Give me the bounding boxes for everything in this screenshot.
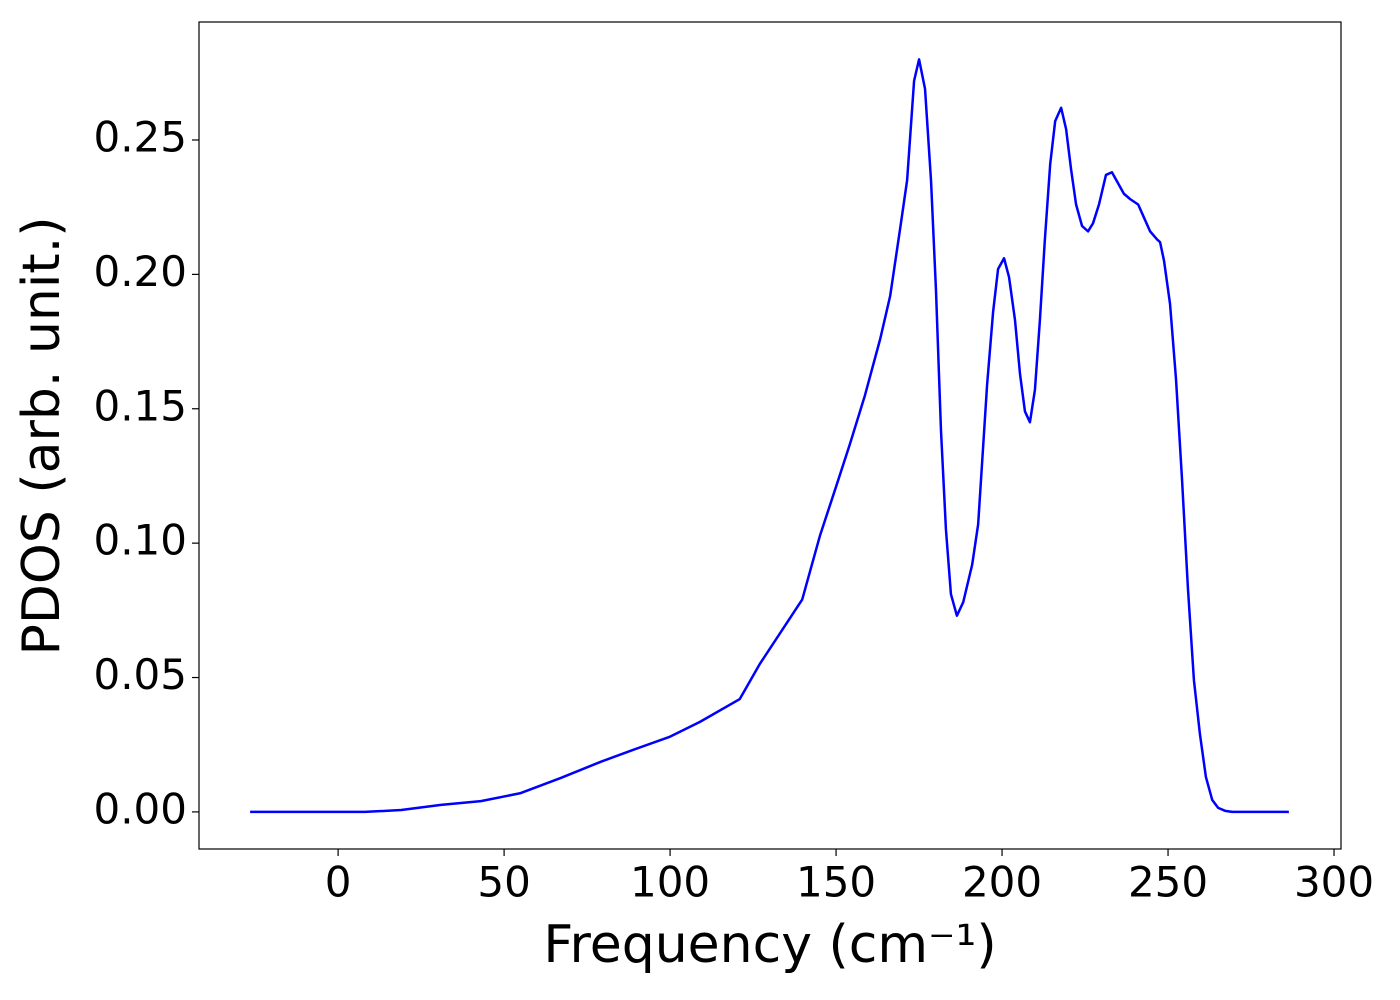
y-tick-label: 0.15 [93, 381, 187, 430]
x-tick-label: 100 [630, 858, 710, 907]
x-tick-label: 300 [1294, 858, 1374, 907]
y-tick-label: 0.00 [93, 784, 187, 833]
y-tick-label: 0.05 [93, 650, 187, 699]
data-line [250, 58, 1289, 814]
y-tick-label: 0.20 [93, 247, 187, 296]
x-tick-label: 200 [962, 858, 1042, 907]
y-axis-label: PDOS (arb. unit.) [12, 216, 72, 655]
x-tick-label: 50 [477, 858, 530, 907]
plot-frame [198, 21, 1342, 850]
y-tick-label: 0.10 [93, 516, 187, 565]
x-tick-label: 0 [325, 858, 352, 907]
x-tick-label: 150 [796, 858, 876, 907]
y-tick-label: 0.25 [93, 112, 187, 161]
x-tick-label: 250 [1128, 858, 1208, 907]
x-axis-label: Frequency (cm⁻¹) [543, 915, 996, 975]
